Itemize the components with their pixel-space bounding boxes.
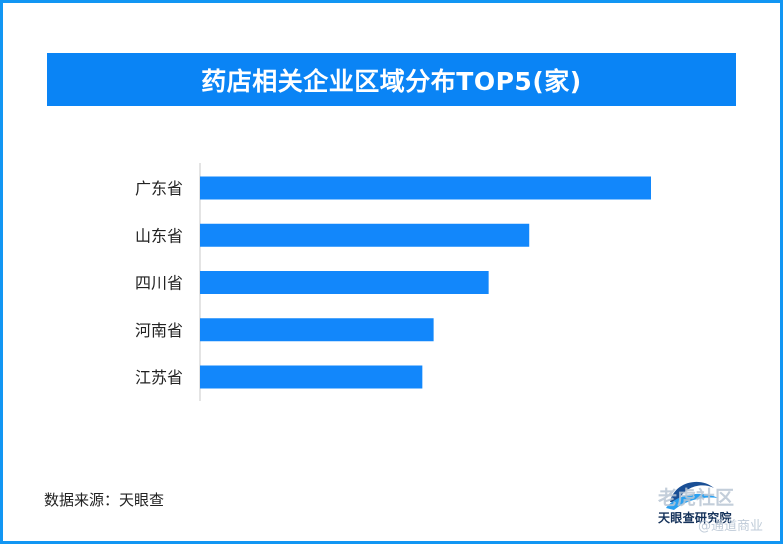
watermark-text: 老虎社区 xyxy=(658,487,735,509)
category-label: 河南省 xyxy=(135,321,183,340)
title-banner: 药店相关企业区域分布TOP5(家) xyxy=(47,53,736,106)
chart-title: 药店相关企业区域分布TOP5(家) xyxy=(201,66,582,96)
bar-1 xyxy=(200,176,651,200)
category-label: 广东省 xyxy=(135,179,183,198)
category-label: 山东省 xyxy=(135,226,183,245)
bar-2 xyxy=(200,223,530,247)
category-label: 江苏省 xyxy=(135,368,183,387)
watermark-subtext: @通道商业 xyxy=(698,519,764,534)
data-source-note: 数据来源：天眼查 xyxy=(44,491,165,509)
bar-5 xyxy=(200,365,423,389)
bar-3 xyxy=(200,271,489,294)
tianyancha-logo-icon xyxy=(666,481,718,510)
logo-label: 天眼查研究院 xyxy=(658,511,732,525)
category-label: 四川省 xyxy=(135,274,183,293)
bar-4 xyxy=(200,318,434,342)
